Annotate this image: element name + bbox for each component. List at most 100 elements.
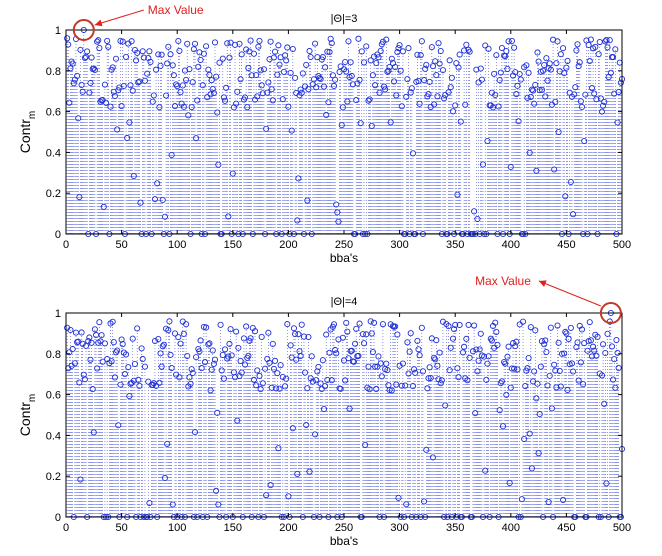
data-point [171, 330, 179, 337]
data-point [282, 383, 289, 390]
data-point [407, 330, 414, 337]
data-point [313, 84, 320, 91]
data-point [126, 119, 133, 126]
data-point [328, 40, 335, 47]
data-point [226, 340, 233, 347]
data-point [84, 48, 91, 55]
data-point [542, 337, 549, 344]
data-point [571, 91, 578, 98]
data-point [70, 80, 77, 87]
data-point [205, 341, 212, 348]
data-point [295, 175, 302, 182]
data-point [176, 47, 183, 54]
data-point [114, 126, 121, 133]
data-point [146, 499, 153, 507]
x-tick-label: 450 [557, 522, 575, 534]
data-point [156, 379, 163, 386]
x-tick-label: 100 [168, 522, 186, 534]
data-point [320, 83, 328, 90]
data-point [184, 352, 191, 360]
data-point [81, 54, 88, 61]
data-point [594, 333, 601, 340]
data-point [96, 319, 103, 326]
data-point [557, 383, 564, 390]
data-point [456, 51, 463, 58]
data-point [175, 334, 182, 341]
data-point [328, 377, 335, 384]
data-point [334, 209, 341, 216]
data-point [220, 94, 227, 101]
data-point [283, 57, 290, 64]
data-point [372, 82, 379, 89]
data-point [477, 330, 484, 337]
annotation-arrow-line [94, 9, 144, 26]
y-tick-label: 0.8 [46, 349, 61, 361]
data-point [425, 91, 432, 98]
data-point [543, 55, 550, 62]
data-point [563, 64, 570, 71]
data-point [384, 367, 391, 374]
data-point [462, 101, 469, 108]
data-point [482, 42, 489, 49]
x-tick-label: 50 [115, 522, 127, 534]
data-point [188, 104, 195, 111]
data-point [473, 346, 480, 353]
data-point [414, 51, 421, 58]
data-point [326, 48, 333, 56]
data-point [373, 385, 380, 393]
data-point [455, 64, 462, 71]
data-point [445, 323, 452, 330]
data-point [415, 346, 422, 353]
data-point [387, 119, 394, 126]
data-point [394, 49, 401, 56]
data-point [288, 127, 295, 134]
data-point [532, 81, 539, 88]
data-point [94, 38, 101, 45]
data-point [585, 41, 592, 48]
data-point [217, 321, 224, 328]
data-point [370, 53, 378, 60]
data-point [527, 324, 534, 331]
data-point [610, 376, 617, 383]
data-point [90, 65, 97, 72]
data-point [89, 386, 96, 393]
data-point [177, 340, 184, 347]
data-point [158, 363, 165, 370]
data-point [158, 51, 165, 58]
data-point [91, 326, 98, 333]
data-point [193, 354, 200, 361]
data-point [365, 97, 372, 104]
data-point [434, 362, 441, 369]
data-point [149, 381, 156, 388]
data-point [157, 350, 164, 357]
data-point [109, 318, 116, 325]
data-point [196, 348, 203, 355]
data-point [617, 79, 624, 86]
data-point [129, 87, 136, 94]
data-point [134, 325, 141, 332]
data-point [385, 67, 392, 74]
data-point [402, 382, 409, 389]
data-point [498, 44, 505, 52]
data-point [167, 351, 174, 358]
data-point [553, 384, 560, 391]
data-point [515, 118, 522, 125]
data-point [445, 89, 452, 96]
data-point [159, 196, 166, 204]
data-point [200, 50, 207, 57]
data-point [601, 98, 608, 105]
data-point [388, 387, 395, 394]
data-point [603, 480, 610, 487]
data-point [482, 467, 489, 474]
data-point [377, 47, 384, 54]
data-point [466, 354, 473, 361]
data-point [139, 355, 146, 363]
x-tick-label: 350 [446, 522, 464, 534]
data-point [250, 376, 257, 383]
data-point [580, 381, 587, 388]
data-point [255, 43, 262, 50]
data-point [546, 372, 553, 379]
data-point [207, 387, 214, 394]
data-point [463, 41, 470, 48]
